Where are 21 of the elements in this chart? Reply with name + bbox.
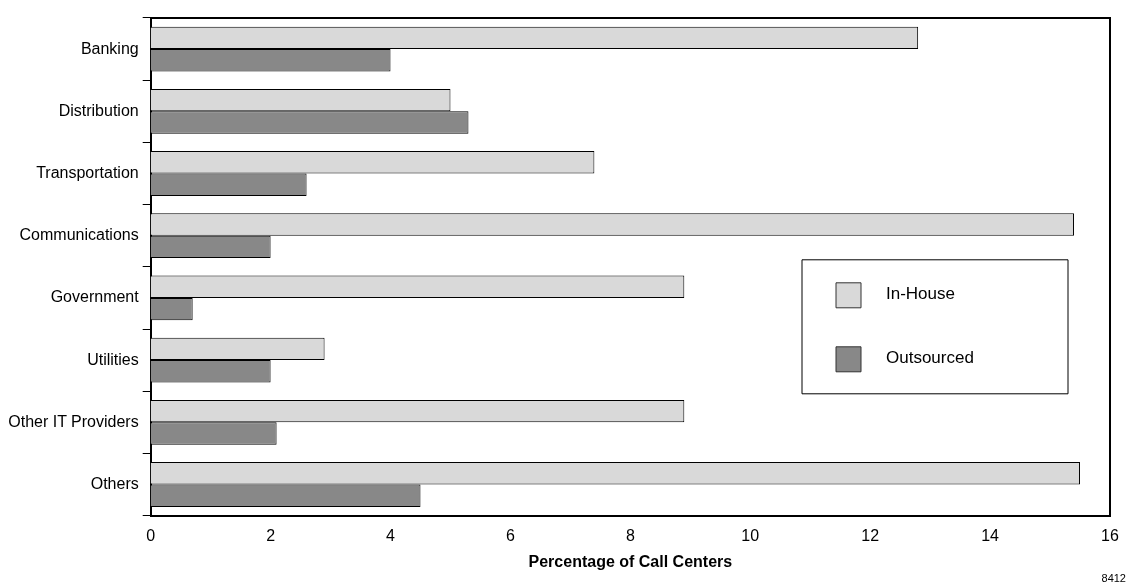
y-tick-label: Distribution (58, 101, 139, 119)
legend-label: Outsourced (886, 348, 974, 368)
x-tick-label: 0 (146, 526, 156, 544)
y-tick-label: Utilities (87, 350, 139, 368)
x-tick-label: 4 (386, 526, 396, 544)
x-tick-label: 6 (505, 526, 515, 544)
y-tick-label: Other IT Providers (8, 412, 139, 430)
y-tick-label: Transportation (36, 163, 139, 181)
x-tick-label: 16 (1101, 526, 1119, 544)
x-tick-label: 10 (741, 526, 760, 544)
x-tick-label: 8 (625, 526, 635, 544)
text: 8412 (1101, 571, 1126, 584)
x-axis-title: Percentage of Call Centers (528, 552, 733, 570)
x-tick-label: 12 (861, 526, 880, 544)
x-tick-label: 2 (266, 526, 276, 544)
y-tick-label: Government (50, 288, 140, 306)
x-tick-label: 14 (981, 526, 1000, 544)
y-tick-label: Others (90, 474, 139, 492)
y-tick-label: Banking (80, 39, 139, 57)
legend-label: In-House (886, 284, 955, 304)
y-tick-label: Communications (19, 226, 139, 244)
